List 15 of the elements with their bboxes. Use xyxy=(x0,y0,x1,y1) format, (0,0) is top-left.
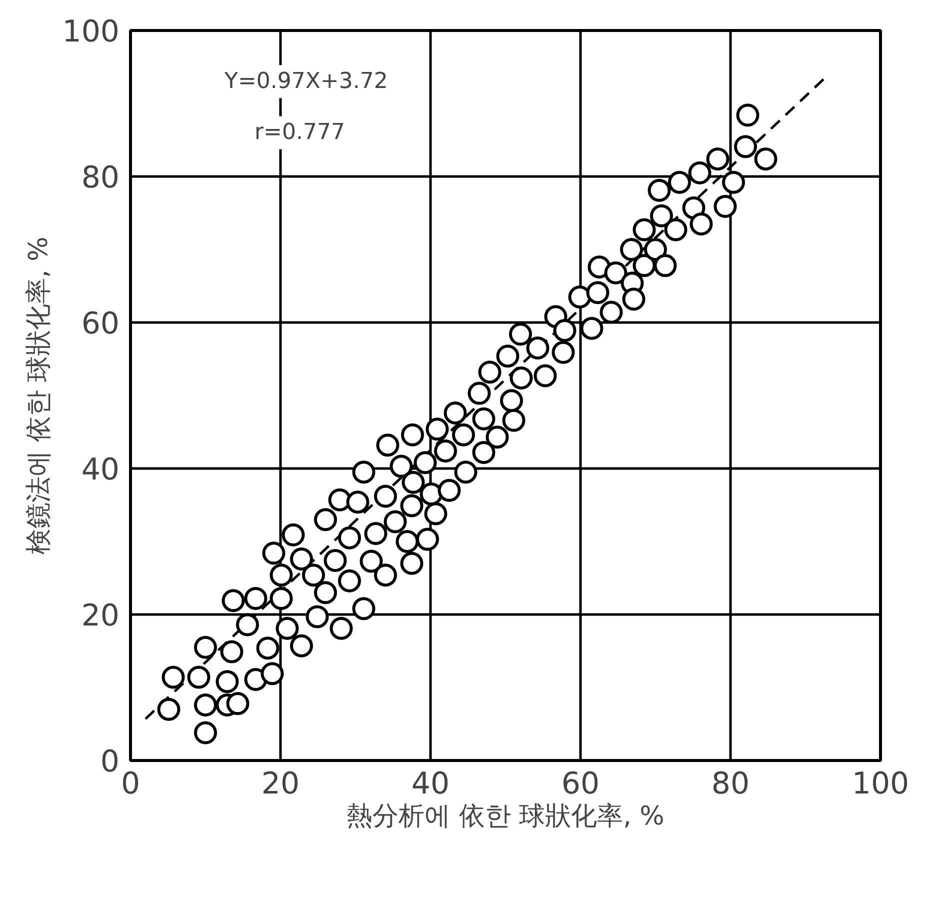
x-axis-title: 熱分析에 依한 球狀化率, % xyxy=(346,802,664,832)
y-axis-title: 検鏡法에 依한 球狀化率, % xyxy=(24,236,54,554)
x-tick-label: 80 xyxy=(711,766,750,802)
x-tick-label: 20 xyxy=(261,766,300,802)
annotation: r=0.777 xyxy=(254,120,345,146)
x-tick-label: 100 xyxy=(852,766,910,802)
x-tick-label: 40 xyxy=(411,766,450,802)
y-tick-label: 20 xyxy=(81,598,120,634)
y-tick-label: 40 xyxy=(81,452,120,488)
y-tick-label: 60 xyxy=(81,306,120,342)
x-tick-label: 60 xyxy=(561,766,600,802)
annotation: Y=0.97X+3.72 xyxy=(224,69,388,94)
y-tick-label: 100 xyxy=(62,14,120,50)
y-tick-label: 0 xyxy=(100,744,120,780)
y-tick-label: 80 xyxy=(81,160,120,196)
